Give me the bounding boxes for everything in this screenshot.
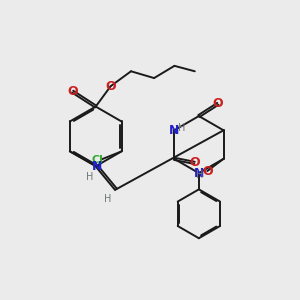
Text: O: O (189, 156, 200, 170)
Text: Cl: Cl (91, 154, 103, 164)
Text: H: H (86, 172, 93, 182)
Text: O: O (202, 164, 213, 178)
Text: N: N (169, 124, 179, 137)
Text: N: N (194, 167, 204, 180)
Text: O: O (213, 98, 223, 110)
Text: O: O (67, 85, 78, 98)
Text: H: H (103, 194, 111, 204)
Text: O: O (105, 80, 116, 93)
Text: N: N (92, 160, 102, 173)
Text: H: H (178, 123, 185, 133)
Text: H: H (196, 170, 203, 180)
